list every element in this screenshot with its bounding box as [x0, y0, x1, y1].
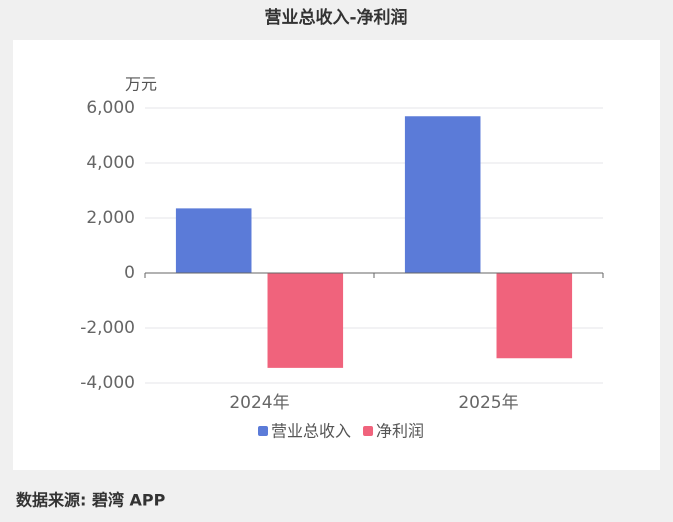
legend-label: 营业总收入 — [271, 422, 351, 441]
legend-swatch — [258, 426, 268, 436]
legend-swatch — [363, 426, 374, 436]
y-tick-label: -4,000 — [80, 373, 135, 393]
y-unit: 万元 — [125, 75, 157, 94]
chart-title: 营业总收入-净利润 — [264, 7, 407, 28]
x-tick-label: 2024年 — [229, 393, 289, 413]
y-tick-label: 0 — [124, 263, 135, 283]
bar — [175, 208, 252, 273]
bar — [404, 116, 481, 273]
y-tick-label: -2,000 — [80, 318, 135, 338]
panel — [13, 40, 660, 470]
bar — [496, 273, 573, 359]
bar — [267, 273, 344, 368]
y-tick-label: 4,000 — [86, 153, 135, 173]
source: 数据来源: 碧湾 APP — [16, 491, 166, 510]
legend-label: 净利润 — [376, 422, 424, 441]
y-tick-label: 6,000 — [86, 98, 135, 118]
y-tick-label: 2,000 — [86, 208, 135, 228]
x-tick-label: 2025年 — [458, 393, 518, 413]
